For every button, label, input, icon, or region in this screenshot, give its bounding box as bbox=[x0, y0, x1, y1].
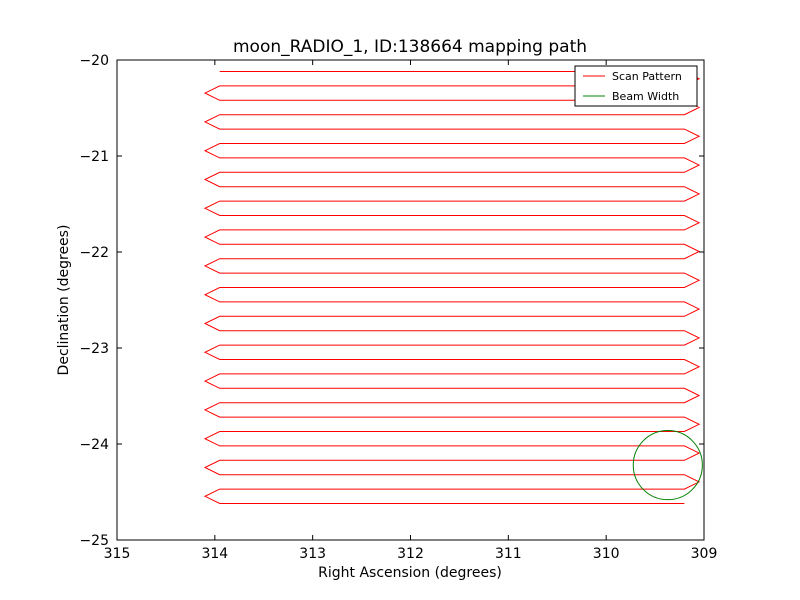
y-tick-label: −23 bbox=[79, 341, 109, 357]
y-tick-label: −21 bbox=[79, 149, 109, 165]
legend: Scan Pattern Beam Width bbox=[574, 65, 698, 107]
y-tick-label: −25 bbox=[79, 533, 109, 549]
x-tick-label: 310 bbox=[593, 546, 620, 562]
legend-label-beam-width: Beam Width bbox=[612, 90, 679, 103]
y-tick-label: −20 bbox=[79, 53, 109, 69]
axes: 315 314 313 312 311 310 309 −20 −21 −22 −23 −24 −25 bbox=[79, 53, 717, 562]
scan-pattern-line bbox=[203, 71, 701, 504]
x-tick-label: 313 bbox=[299, 546, 326, 562]
x-tick-label: 315 bbox=[104, 546, 131, 562]
plot-area bbox=[203, 71, 703, 504]
x-axis-label: Right Ascension (degrees) bbox=[318, 565, 502, 581]
x-tick-label: 309 bbox=[691, 546, 718, 562]
y-tick-label: −24 bbox=[79, 437, 109, 453]
chart-title: moon_RADIO_1, ID:138664 mapping path bbox=[233, 37, 587, 57]
x-tick-label: 311 bbox=[495, 546, 522, 562]
y-tick-label: −22 bbox=[79, 245, 109, 261]
x-tick-label: 314 bbox=[201, 546, 228, 562]
legend-label-scan-pattern: Scan Pattern bbox=[612, 70, 682, 83]
y-axis-label: Declination (degrees) bbox=[56, 225, 72, 376]
beam-width-circle bbox=[632, 430, 703, 501]
legend-box bbox=[574, 65, 698, 107]
x-tick-label: 312 bbox=[397, 546, 424, 562]
